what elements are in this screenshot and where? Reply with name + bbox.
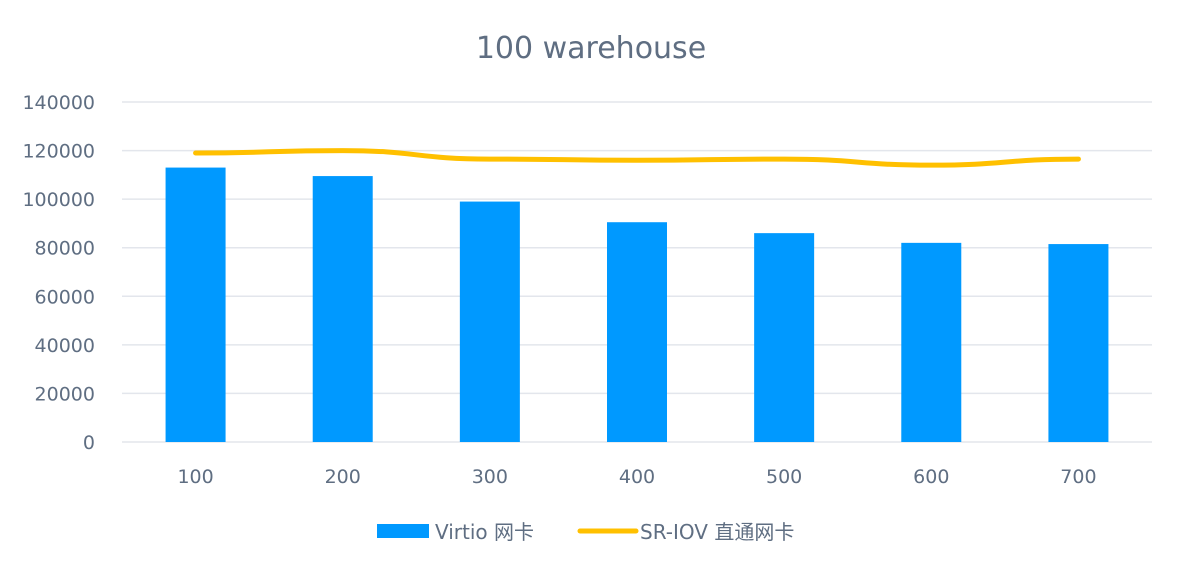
bar [607, 222, 667, 442]
legend-swatch-bar [377, 524, 429, 538]
y-tick-label: 20000 [35, 383, 95, 405]
x-tick-label: 600 [913, 466, 949, 488]
y-axis-ticks: 0 20000 40000 60000 80000 100000 120000 140000 [22, 92, 95, 454]
y-tick-label: 60000 [35, 286, 95, 308]
y-tick-label: 40000 [35, 335, 95, 357]
y-tick-label: 120000 [22, 141, 95, 163]
bar [459, 201, 520, 442]
bar [901, 242, 962, 442]
legend-label: SR-IOV 直通网卡 [640, 520, 794, 544]
series-line [193, 148, 1081, 168]
bars [165, 167, 1109, 443]
legend: Virtio 网卡 SR-IOV 直通网卡 [377, 520, 794, 544]
y-tick-label: 80000 [35, 238, 95, 260]
y-tick-label: 0 [83, 432, 95, 454]
y-tick-label: 100000 [22, 189, 95, 211]
x-tick-label: 300 [472, 466, 508, 488]
x-tick-label: 100 [177, 466, 213, 488]
line-series [193, 148, 1081, 168]
y-tick-label: 140000 [22, 92, 95, 114]
bar [312, 176, 373, 443]
x-tick-label: 500 [766, 466, 802, 488]
chart-title: 100 warehouse [476, 31, 706, 66]
x-tick-label: 400 [619, 466, 655, 488]
legend-label: Virtio 网卡 [435, 520, 534, 544]
x-axis-ticks: 100 200 300 400 500 600 700 [177, 466, 1096, 488]
x-tick-label: 700 [1060, 466, 1096, 488]
x-tick-label: 200 [325, 466, 361, 488]
bar [1048, 244, 1109, 442]
bar [165, 167, 226, 443]
bar [754, 233, 815, 442]
